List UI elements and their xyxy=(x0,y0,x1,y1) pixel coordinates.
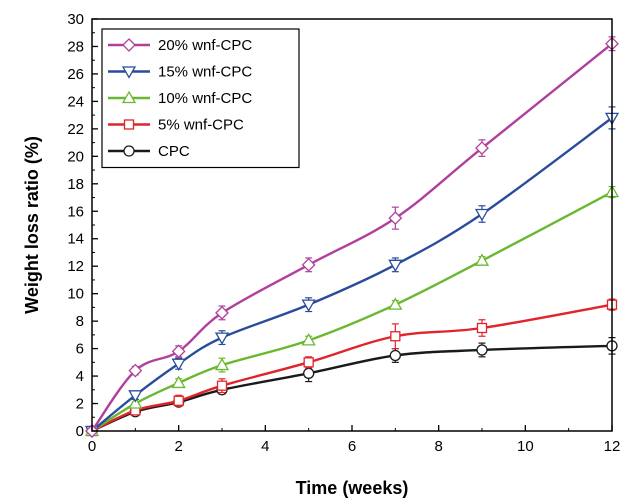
data-point xyxy=(301,257,316,272)
data-point xyxy=(171,375,186,389)
y-tick-label: 30 xyxy=(67,11,84,28)
data-point xyxy=(171,344,186,359)
legend-label: 20% wnf-CPC xyxy=(158,37,252,54)
y-tick-label: 12 xyxy=(67,258,84,275)
y-axis-title: Weight loss ratio (%) xyxy=(22,136,42,314)
y-tick-label: 16 xyxy=(67,203,84,220)
series-cpc xyxy=(86,337,618,437)
data-point xyxy=(388,259,403,273)
legend-item: 20% wnf-CPC xyxy=(108,37,252,54)
series-10pct-wnf-cpc xyxy=(84,184,620,437)
legend-marker xyxy=(121,66,137,79)
y-tick-label: 22 xyxy=(67,121,84,138)
legend-label: CPC xyxy=(158,143,190,160)
x-axis-ticks: 0 2 4 6 8 10 12 xyxy=(88,425,621,455)
data-point xyxy=(476,322,488,334)
legend-item: 15% wnf-CPC xyxy=(108,64,252,81)
data-point xyxy=(128,396,143,409)
data-point xyxy=(214,332,230,345)
data-point xyxy=(475,141,489,156)
x-axis-title: Time (weeks) xyxy=(296,478,409,498)
legend-item: 5% wnf-CPC xyxy=(108,117,244,134)
x-tick-label: 0 xyxy=(88,438,96,455)
y-tick-label: 2 xyxy=(76,396,84,413)
legend-label: 15% wnf-CPC xyxy=(158,64,252,81)
data-point xyxy=(474,208,490,222)
legend-item: CPC xyxy=(108,143,190,160)
data-point xyxy=(388,211,403,226)
data-point xyxy=(215,305,229,320)
series-5pct-wnf-cpc xyxy=(86,298,618,437)
y-tick-label: 0 xyxy=(76,423,84,440)
data-point xyxy=(476,344,488,356)
data-point xyxy=(303,367,315,379)
legend-item: 10% wnf-CPC xyxy=(108,90,252,107)
legend-marker xyxy=(121,90,137,104)
data-point xyxy=(301,299,316,312)
data-point xyxy=(173,395,184,406)
y-tick-label: 6 xyxy=(76,341,84,358)
x-tick-label: 8 xyxy=(434,438,442,455)
data-point xyxy=(128,390,143,403)
data-point xyxy=(216,380,228,391)
series-line xyxy=(91,190,613,433)
legend-label: 10% wnf-CPC xyxy=(158,90,252,107)
data-point xyxy=(303,357,314,368)
data-point xyxy=(301,333,316,346)
series-line xyxy=(91,344,613,433)
y-tick-label: 4 xyxy=(76,368,84,385)
x-tick-label: 12 xyxy=(604,438,621,455)
y-tick-label: 14 xyxy=(67,231,84,248)
x-tick-label: 2 xyxy=(174,438,182,455)
legend: 20% wnf-CPC 15% wnf-CPC 10% wnf-CPC 5% wnf-… xyxy=(101,28,300,169)
y-tick-label: 10 xyxy=(67,286,84,303)
data-point xyxy=(389,349,401,362)
y-tick-label: 24 xyxy=(67,93,84,110)
y-tick-label: 28 xyxy=(67,38,84,55)
y-tick-label: 20 xyxy=(67,148,84,165)
legend-marker xyxy=(123,119,135,130)
legend-marker xyxy=(123,145,135,157)
data-point xyxy=(214,357,230,371)
data-point xyxy=(390,331,401,342)
x-tick-label: 10 xyxy=(517,438,534,455)
data-point xyxy=(171,358,186,372)
legend-label: 5% wnf-CPC xyxy=(158,117,244,134)
y-tick-label: 8 xyxy=(76,313,84,330)
x-tick-label: 4 xyxy=(261,438,269,455)
x-tick-label: 6 xyxy=(348,438,356,455)
legend-marker xyxy=(122,38,136,52)
data-point xyxy=(388,297,403,310)
y-tick-label: 18 xyxy=(67,176,84,193)
y-tick-label: 26 xyxy=(67,66,84,83)
data-point xyxy=(128,363,143,378)
data-point xyxy=(474,253,490,266)
